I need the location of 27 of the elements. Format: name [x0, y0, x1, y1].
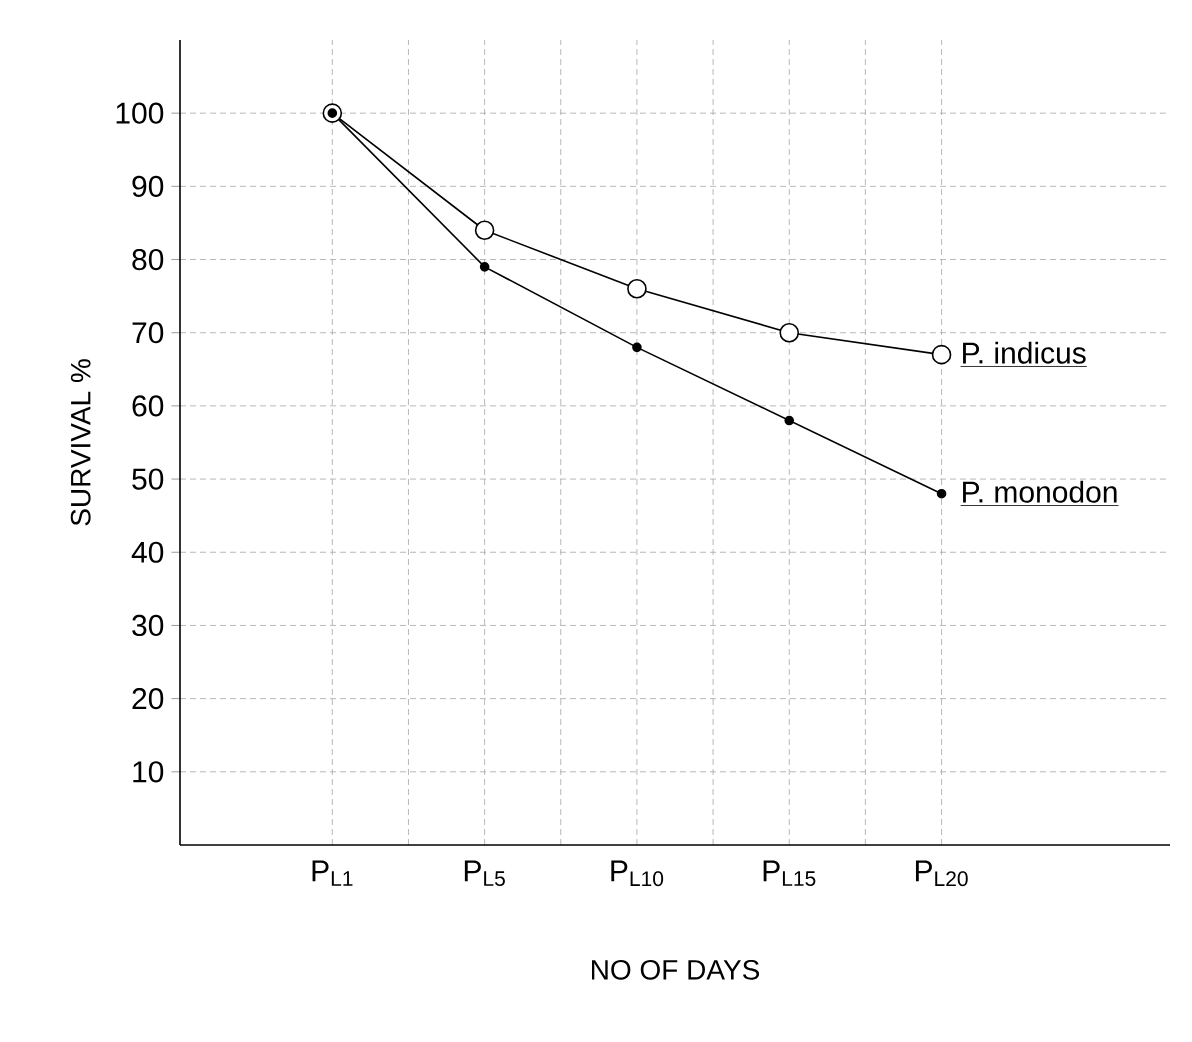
- y-axis-title: SURVIVAL %: [70, 359, 91, 526]
- y-tick-label: 60: [132, 395, 164, 417]
- x-tick-label: P$_{L20}$: [915, 860, 968, 887]
- point: [627, 279, 647, 299]
- series-label: P. indicus: [963, 341, 1086, 364]
- x-tick-label: P$_{L10}$: [611, 860, 664, 887]
- x-tick-label: P$_{L1}$: [312, 860, 353, 886]
- point: [779, 322, 800, 343]
- point: [479, 262, 490, 272]
- y-tick-label: 10: [133, 761, 164, 783]
- y-tick-label: 70: [132, 322, 164, 344]
- point: [931, 344, 952, 365]
- y-tick-label: 100: [116, 102, 164, 124]
- y-tick-label: 50: [132, 468, 164, 490]
- y-tick-label: 20: [132, 687, 164, 710]
- x-tick-label: P$_{L5}$: [464, 860, 505, 886]
- y-tick-label: 90: [132, 175, 164, 197]
- x-axis-title: NO OF DAYS: [591, 959, 760, 980]
- series-label: P. monodon: [963, 480, 1117, 503]
- point: [474, 220, 495, 241]
- point: [632, 342, 642, 353]
- point: [784, 415, 795, 426]
- point: [936, 488, 947, 499]
- y-tick-label: 30: [132, 614, 164, 637]
- x-tick-label: P$_{L15}$: [763, 860, 816, 886]
- y-tick-label: 40: [131, 541, 164, 563]
- y-tick-label: 80: [132, 248, 164, 271]
